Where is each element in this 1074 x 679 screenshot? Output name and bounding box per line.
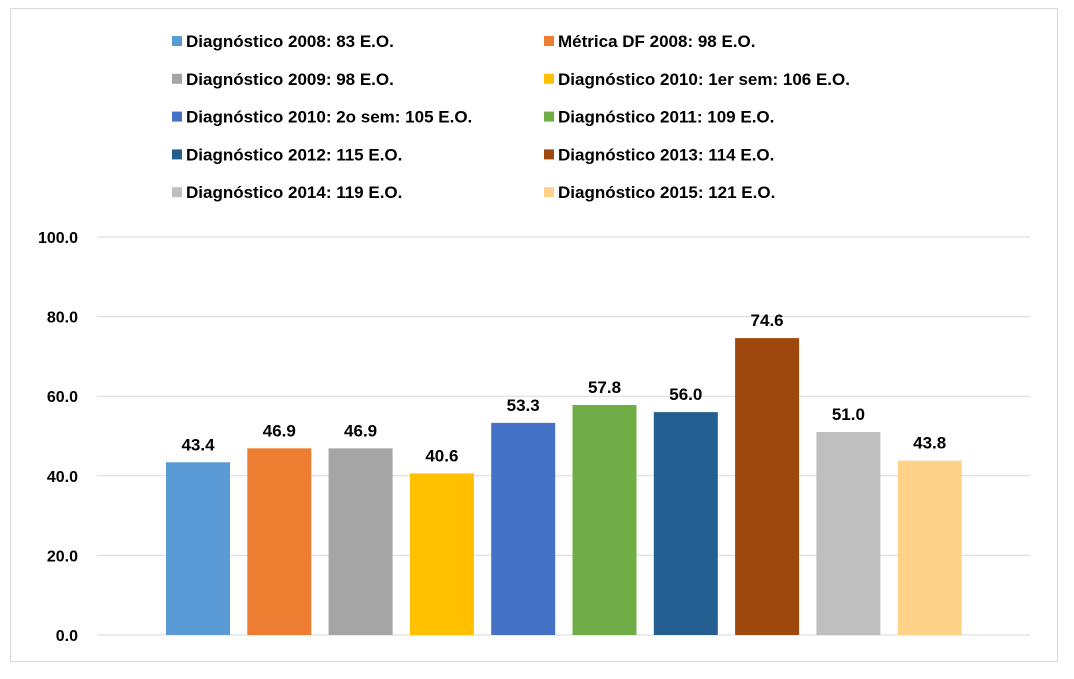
legend-entry: Diagnóstico 2014: 119 E.O. bbox=[186, 183, 402, 202]
bar bbox=[491, 422, 556, 635]
y-tick-label: 40.0 bbox=[47, 469, 78, 486]
y-tick-label: 100.0 bbox=[38, 230, 78, 247]
bar bbox=[166, 462, 230, 635]
y-tick-label: 20.0 bbox=[47, 548, 78, 565]
legend-swatch bbox=[172, 73, 182, 84]
data-label: 46.9 bbox=[344, 421, 377, 440]
y-tick-label: 0.0 bbox=[56, 628, 78, 645]
bar bbox=[735, 338, 800, 635]
legend-swatch bbox=[172, 187, 182, 198]
legend-swatch bbox=[544, 73, 554, 84]
bar bbox=[409, 473, 474, 635]
data-label: 43.4 bbox=[181, 435, 215, 454]
legend-entry: Diagnóstico 2008: 83 E.O. bbox=[186, 32, 394, 51]
legend-swatch bbox=[544, 149, 554, 160]
legend-swatch bbox=[544, 187, 554, 198]
legend-entry: Métrica DF 2008: 98 E.O. bbox=[558, 32, 755, 51]
data-label: 53.3 bbox=[507, 396, 540, 415]
y-tick-label: 80.0 bbox=[47, 310, 78, 327]
data-label: 56.0 bbox=[669, 385, 702, 404]
legend-entry: Diagnóstico 2013: 114 E.O. bbox=[558, 145, 774, 164]
data-label: 43.8 bbox=[913, 434, 946, 453]
data-label: 74.6 bbox=[751, 311, 784, 330]
data-label: 46.9 bbox=[263, 421, 296, 440]
data-label: 57.8 bbox=[588, 378, 621, 397]
bar bbox=[816, 432, 881, 635]
legend-entry: Diagnóstico 2015: 121 E.O. bbox=[558, 183, 775, 202]
legend-entry: Diagnóstico 2012: 115 E.O. bbox=[186, 145, 402, 164]
legend-entry: Diagnóstico 2010: 2o sem: 105 E.O. bbox=[186, 108, 472, 127]
bar bbox=[897, 460, 962, 635]
legend-swatch bbox=[544, 111, 554, 122]
data-label: 51.0 bbox=[832, 405, 865, 424]
legend-swatch bbox=[544, 36, 554, 46]
legend-entry: Diagnóstico 2011: 109 E.O. bbox=[558, 108, 774, 127]
legend-swatch bbox=[172, 36, 182, 46]
legend-swatch bbox=[172, 149, 182, 160]
bar bbox=[653, 412, 718, 635]
legend-entry: Diagnóstico 2010: 1er sem: 106 E.O. bbox=[558, 70, 850, 89]
bar bbox=[572, 404, 637, 635]
bar bbox=[247, 448, 312, 635]
data-label: 40.6 bbox=[425, 446, 458, 465]
bar bbox=[328, 448, 393, 635]
legend-entry: Diagnóstico 2009: 98 E.O. bbox=[186, 70, 394, 89]
legend-swatch bbox=[172, 111, 182, 122]
y-tick-label: 60.0 bbox=[47, 389, 78, 406]
